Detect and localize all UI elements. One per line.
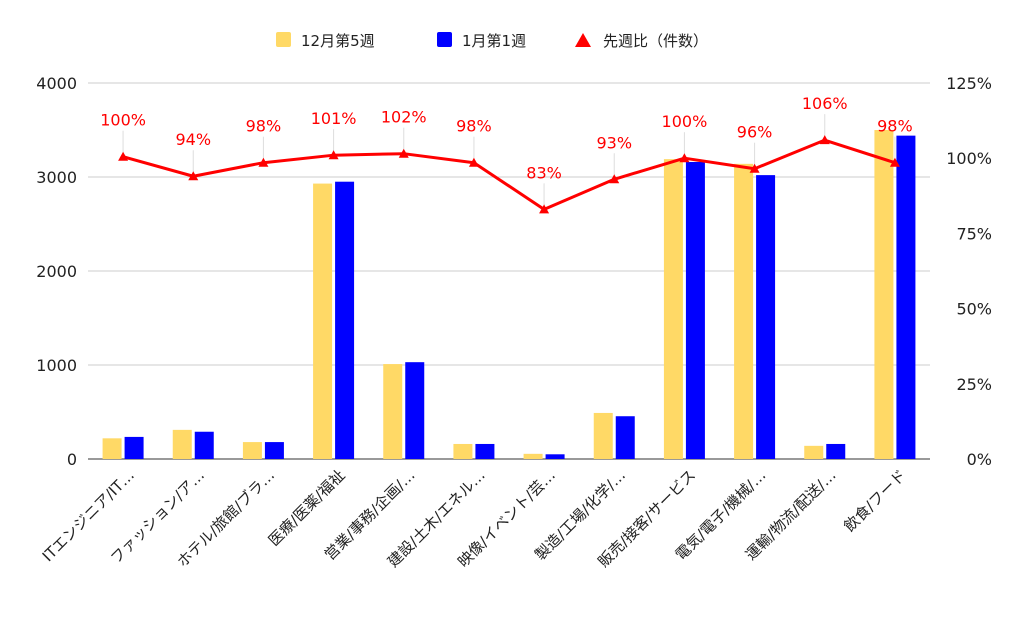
bar-jan-week1 [194,431,214,459]
right-axis-tick-label: 25% [956,375,992,394]
ratio-point [889,157,900,167]
ratio-data-label: 93% [596,133,632,152]
ratio-data-label: 106% [802,94,848,113]
category-labels: ITエンジニア/IT…ファッション/ア…ホテル/旅館/ブラ…医療/医薬/福祉営業… [39,466,910,571]
bar-dec-week5 [102,438,122,459]
bar-dec-week5 [172,429,192,459]
ratio-data-label: 83% [526,163,562,182]
bar-jan-week1 [826,443,846,459]
left-axis-tick-label: 3000 [36,168,77,187]
bar-dec-week5 [383,364,403,459]
bar-jan-week1 [475,443,495,459]
ratio-point [258,157,269,167]
bar-jan-week1 [335,181,355,459]
ratio-point [328,150,339,160]
bar-jan-week1 [685,161,705,459]
legend-label-ratio: 先週比（件数） [603,32,708,50]
ratio-point [118,151,129,161]
bar-jan-week1 [615,416,635,459]
legend: 12月第5週 1月第1週 先週比（件数） [276,32,708,50]
bar-dec-week5 [804,445,824,459]
ratio-data-label: 98% [246,117,282,136]
bar-dec-week5 [874,130,894,459]
ratio-point [609,174,620,184]
ratio-point [398,148,409,158]
ratio-point [749,163,760,173]
legend-swatch-dec-week5 [276,32,291,47]
bar-dec-week5 [453,443,473,459]
right-axis-tick-label: 0% [967,450,992,469]
bar-dec-week5 [734,163,754,459]
ratio-data-label: 102% [381,108,427,127]
right-axis-tick-label: 50% [956,300,992,319]
ratio-point [188,171,199,181]
ratio-data-label: 101% [311,109,357,128]
ratio-line-path [122,138,896,211]
ratio-data-label: 96% [737,123,773,142]
bar-jan-week1 [896,135,916,459]
left-axis-tick-label: 2000 [36,262,77,281]
right-axis-tick-label: 125% [946,74,992,93]
ratio-point [468,157,479,167]
ratio-data-label: 94% [175,130,211,149]
category-label: 飲食/フード [840,466,909,535]
right-axis-ticks: 0% 25% 50% 75% 100% 125% [946,74,992,469]
gridlines [88,82,930,460]
legend-triangle-icon [575,33,591,47]
right-axis-tick-label: 75% [956,224,992,243]
ratio-data-label: 98% [877,117,913,136]
ratio-point [819,135,830,145]
ratio-point [679,153,690,163]
bar-jan-week1 [124,436,144,459]
left-axis-tick-label: 4000 [36,74,77,93]
ratio-data-label: 100% [100,111,146,130]
ratio-point [539,204,550,214]
bar-dec-week5 [593,412,613,459]
bar-dec-week5 [242,442,262,459]
bar-dec-week5 [523,453,543,459]
bar-jan-week1 [264,442,284,459]
bar-dec-week5 [313,183,333,459]
bar-dec-week5 [663,159,683,459]
ratio-data-label: 98% [456,117,492,136]
legend-label-dec-week5: 12月第5週 [301,32,375,50]
ratio-line: 100% 94% 98% 101% 102% 98% 83% 93% 100% 96% 106% 98… [100,94,913,214]
bar-jan-week1 [756,175,776,459]
left-axis-ticks: 0 1000 2000 3000 4000 [36,74,77,469]
legend-label-jan-week1: 1月第1週 [462,32,526,50]
left-axis-tick-label: 1000 [36,356,77,375]
bar-jan-week1 [405,362,425,459]
bar-jan-week1 [545,454,565,459]
ratio-data-label: 100% [662,112,708,131]
left-axis-tick-label: 0 [67,450,77,469]
bars [102,130,916,459]
right-axis-tick-label: 100% [946,149,992,168]
legend-swatch-jan-week1 [437,32,452,47]
